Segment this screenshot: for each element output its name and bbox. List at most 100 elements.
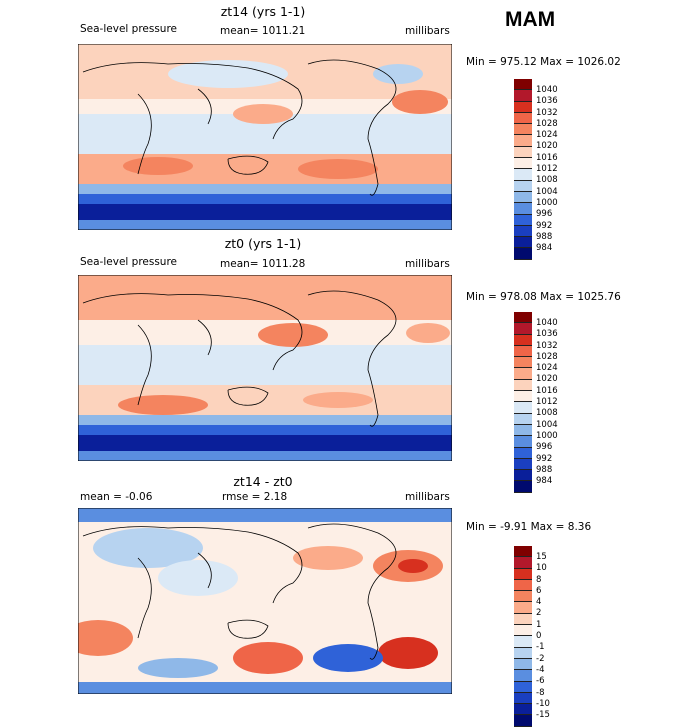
eurasia-africa-coast <box>82 62 303 175</box>
colorbar-swatch <box>514 323 532 335</box>
colorbar-tick-label: 1020 <box>536 374 558 385</box>
colorbar-tick-label: 2 <box>536 608 542 619</box>
eurasia-negative <box>93 528 203 568</box>
colorbar-swatch <box>514 391 532 403</box>
colorbar-swatch <box>514 146 532 159</box>
colorbar-swatch <box>514 214 532 226</box>
antarctic-negative <box>78 682 452 694</box>
colorbar-swatch <box>514 379 532 392</box>
icelandic-low <box>373 64 423 84</box>
colorbar-swatch <box>514 424 532 437</box>
colorbar-labels-zt14: 1040 1036 1032 1028 1024 1020 1016 1012 1008 1004… <box>536 79 558 253</box>
mean-label: mean = -0.06 <box>80 491 153 503</box>
colorbar-tick-label: 1036 <box>536 96 558 107</box>
south-atlantic-positive <box>78 620 133 656</box>
antarctic-edge <box>78 451 452 461</box>
colorbar-zt14 <box>514 79 532 260</box>
colorbar-swatch <box>514 368 532 380</box>
colorbar-tick-label: 1024 <box>536 363 558 374</box>
colorbar-tick-label: 1004 <box>536 186 558 197</box>
colorbar-swatch <box>514 602 532 614</box>
colorbar-swatch <box>514 413 532 425</box>
panel-title: zt14 - zt0 <box>233 474 293 489</box>
colorbar-swatch <box>514 447 532 459</box>
colorbar-tick-label: 1028 <box>536 118 558 129</box>
season-title: MAM <box>505 8 556 31</box>
colorbar-tick-label: 1 <box>536 619 542 630</box>
colorbar-swatch <box>514 481 532 493</box>
indian-high <box>123 157 193 175</box>
colorbar-tick-label: 1008 <box>536 408 558 419</box>
colorbar-swatch <box>514 546 532 558</box>
atlantic-positive-core <box>398 559 428 573</box>
colorbar-tick-label: 988 <box>536 464 553 475</box>
colorbar-swatch <box>514 203 532 215</box>
colorbar-swatch <box>514 345 532 358</box>
colorbar-swatch <box>514 591 532 603</box>
antarctic-trough <box>78 435 452 451</box>
australia-coast <box>227 619 269 639</box>
colorbar-tick-label: 984 <box>536 476 553 487</box>
colorbar-tick-label: -1 <box>536 642 545 653</box>
slp-map-zt0 <box>78 275 452 461</box>
colorbar-tick-label: 984 <box>536 243 553 254</box>
pacific-positive <box>293 546 363 570</box>
aleutian-low-area <box>168 60 288 88</box>
colorbar-tick-label: 6 <box>536 585 542 596</box>
colorbar-tick-label: 1032 <box>536 340 558 351</box>
antarctic-trough <box>78 204 452 220</box>
asia-weak-negative <box>158 560 238 596</box>
colorbar-swatch <box>514 237 532 249</box>
colorbar-labels-zt0: 1040 1036 1032 1028 1024 1020 1016 1012 1008 1004… <box>536 312 558 486</box>
mean-label: mean= 1011.21 <box>220 25 306 37</box>
azores-high <box>392 90 448 114</box>
units-label: millibars <box>405 25 450 37</box>
australia-coast <box>227 155 269 175</box>
colorbar-swatch <box>514 647 532 659</box>
pacific-high-north <box>258 323 328 347</box>
colorbar-swatch <box>514 557 532 569</box>
colorbar-tick-label: 1028 <box>536 351 558 362</box>
colorbar-swatch <box>514 90 532 102</box>
colorbar-tick-label: 1040 <box>536 85 558 95</box>
colorbar-swatch <box>514 568 532 580</box>
colorbar-tick-label: 1020 <box>536 141 558 152</box>
colorbar-swatch <box>514 158 532 170</box>
sub-polar-gradient-1 <box>78 415 452 425</box>
colorbar-swatch <box>514 715 532 727</box>
slp-map-diff <box>78 508 452 694</box>
colorbar-swatch <box>514 334 532 346</box>
min-max-label: Min = -9.91 Max = 8.36 <box>466 521 592 533</box>
colorbar-tick-label: -8 <box>536 687 545 698</box>
colorbar-tick-label: 1016 <box>536 385 558 396</box>
australia-coast <box>227 386 269 406</box>
americas-coast <box>307 523 397 660</box>
southern-ocean-negative <box>138 658 218 678</box>
colorbar-tick-label: 1000 <box>536 430 558 441</box>
eurasia-africa-coast <box>82 526 303 639</box>
mean-label: mean= 1011.28 <box>220 258 306 270</box>
colorbar-swatch <box>514 670 532 682</box>
min-max-label: Min = 978.08 Max = 1025.76 <box>466 291 621 303</box>
colorbar-swatch <box>514 579 532 592</box>
colorbar-tick-label: -10 <box>536 698 550 709</box>
colorbar-tick-label: 1016 <box>536 152 558 163</box>
colorbar-labels-diff: 15 10 8 6 4 2 1 0 -1 -2 -4 -6 -8 -10 -15 <box>536 546 550 720</box>
colorbar-tick-label: 992 <box>536 220 553 231</box>
colorbar-diff <box>514 546 532 727</box>
colorbar-swatch <box>514 470 532 482</box>
colorbar-swatch <box>514 613 532 626</box>
sub-polar-gradient-2 <box>78 194 452 204</box>
colorbar-tick-label: 988 <box>536 231 553 242</box>
pacific-high-south <box>303 392 373 408</box>
colorbar-tick-label: 4 <box>536 597 542 608</box>
eurasia-africa-coast <box>82 293 303 406</box>
colorbar-swatch <box>514 101 532 113</box>
colorbar-tick-label: 0 <box>536 631 542 642</box>
colorbar-tick-label: -15 <box>536 710 550 721</box>
panel-title: zt14 (yrs 1-1) <box>220 4 306 19</box>
variable-label: Sea-level pressure <box>80 23 178 35</box>
colorbar-swatch <box>514 692 532 705</box>
equatorial-low-band <box>78 345 452 385</box>
colorbar-tick-label: 992 <box>536 453 553 464</box>
